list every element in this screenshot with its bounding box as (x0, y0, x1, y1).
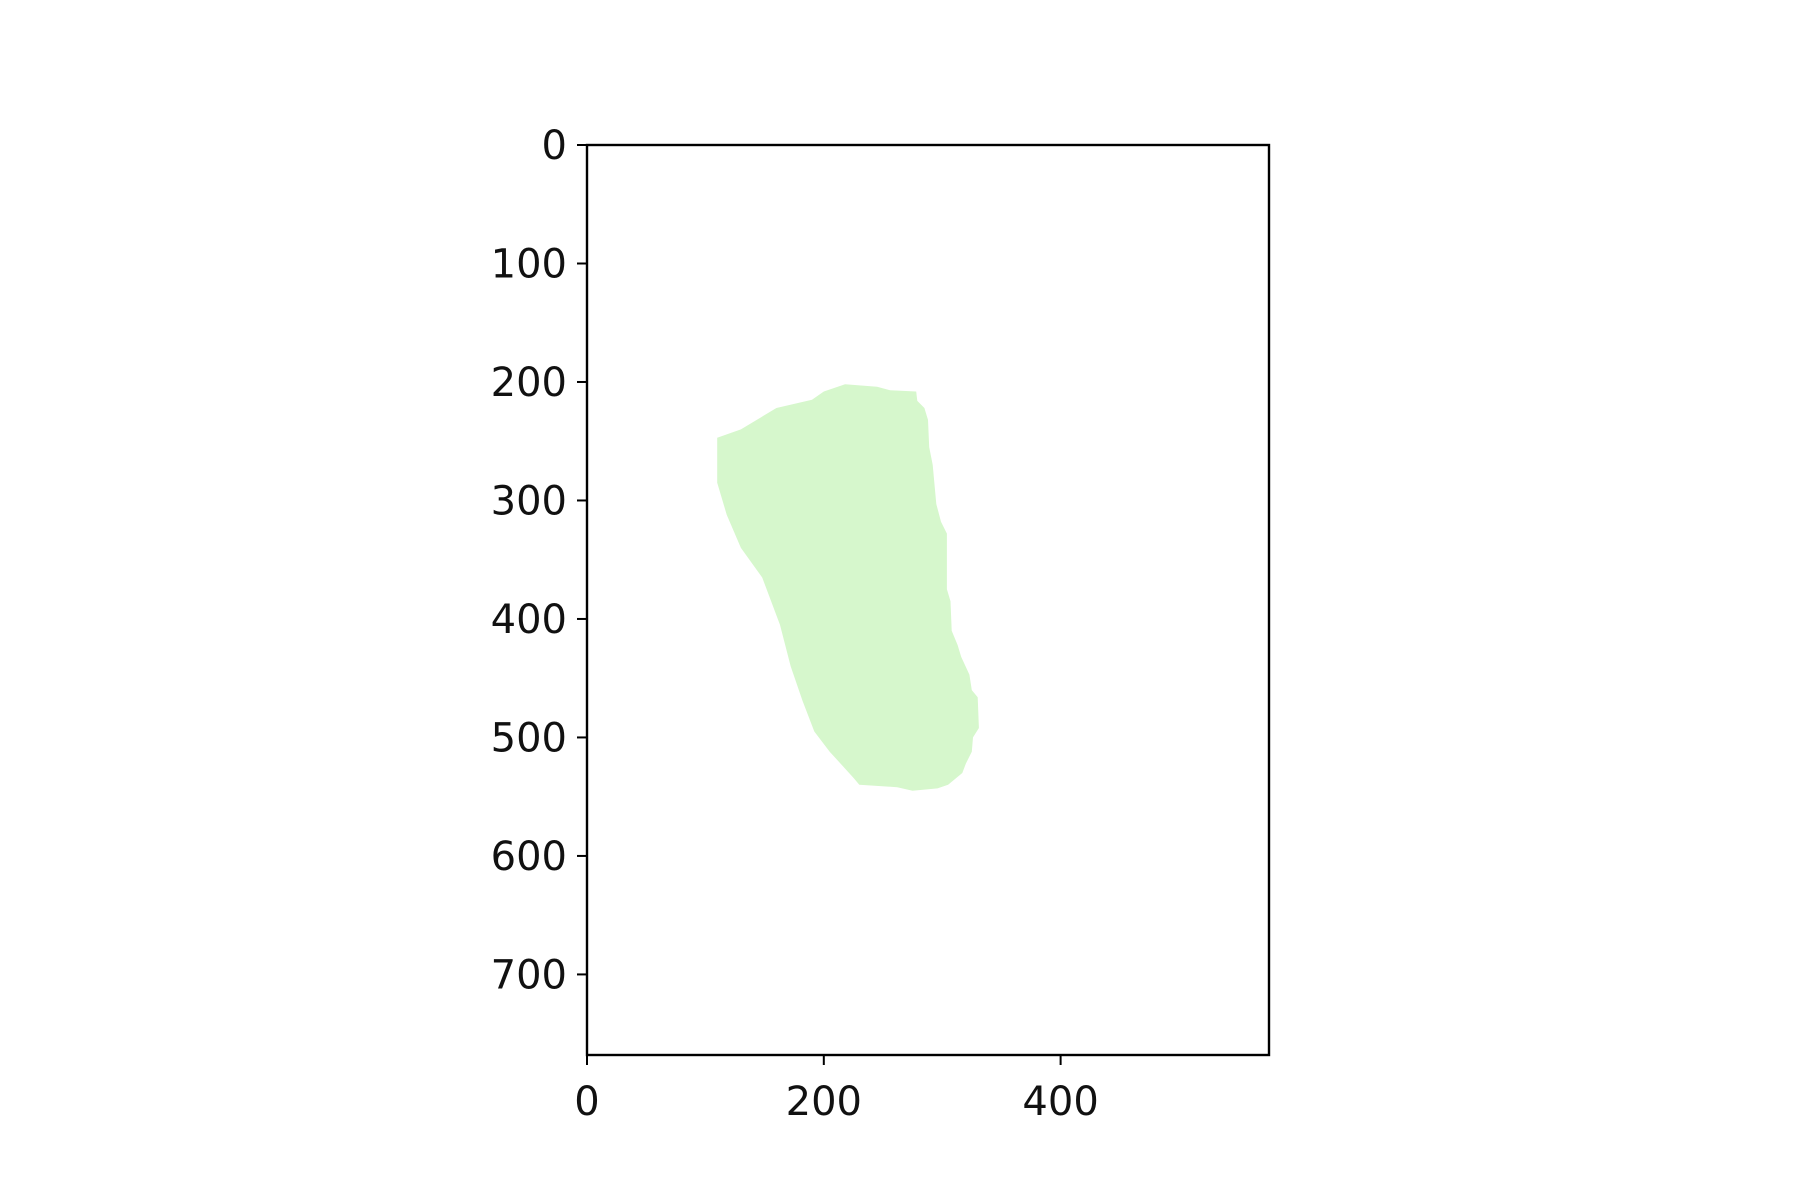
plot-area (585, 143, 1271, 1057)
x-tick-label: 0 (574, 1079, 599, 1125)
data-region (717, 384, 979, 791)
y-tick-label: 400 (491, 597, 567, 643)
y-axis: 0 100 200 300 400 500 600 700 (491, 123, 587, 998)
x-axis: 0 200 400 (574, 1055, 1099, 1125)
y-tick-label: 600 (491, 834, 567, 880)
y-tick-label: 200 (491, 360, 567, 406)
y-tick-label: 500 (491, 715, 567, 761)
y-tick-label: 100 (491, 241, 567, 287)
x-tick-label: 200 (786, 1079, 862, 1125)
y-tick-label: 700 (491, 952, 567, 998)
axes-frame (585, 143, 1271, 1057)
y-tick-label: 300 (491, 478, 567, 524)
x-tick-label: 400 (1022, 1079, 1098, 1125)
y-tick-label: 0 (542, 123, 567, 169)
